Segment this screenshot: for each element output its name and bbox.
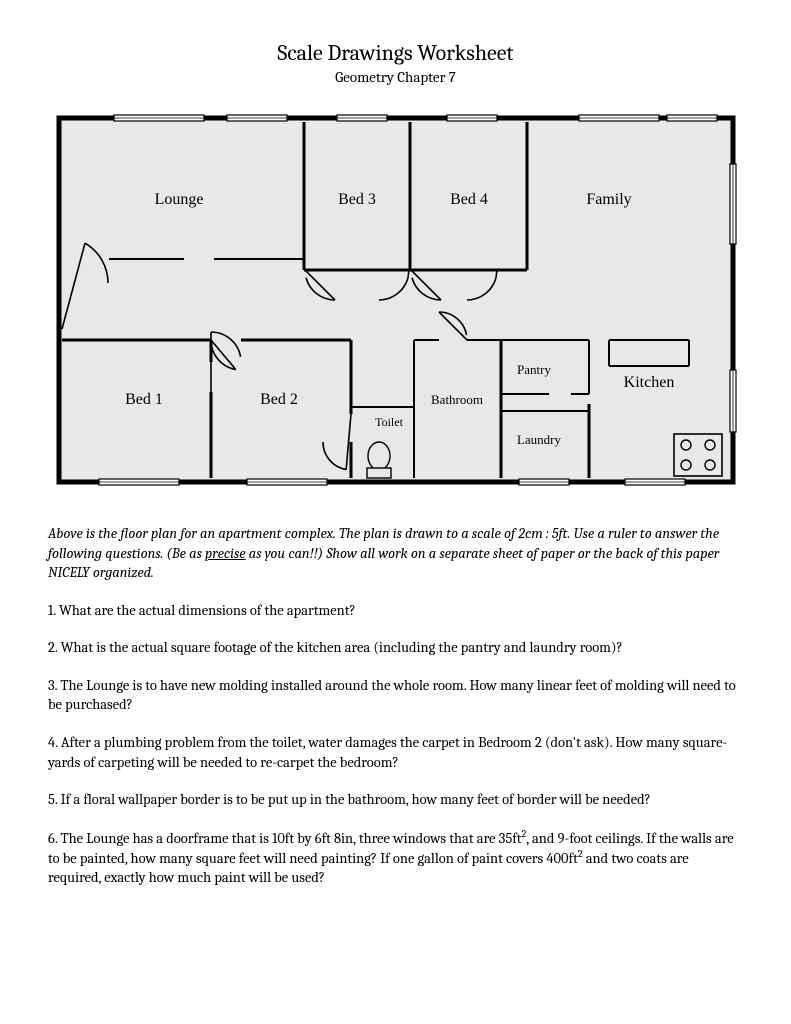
question-1: 1. What are the actual dimensions of the… <box>48 601 743 621</box>
floorplan-svg: Lounge Bed 3 Bed 4 Family Bed 1 Bed 2 Toilet Ba… <box>49 104 743 496</box>
room-label: Bed 4 <box>450 191 488 208</box>
room-label: Bed 3 <box>338 191 376 208</box>
room-label: Bed 1 <box>125 391 163 408</box>
page-subtitle: Geometry Chapter 7 <box>48 68 743 86</box>
question-5: 5. If a floral wallpaper border is to be… <box>48 790 743 810</box>
question-2: 2. What is the actual square footage of … <box>48 638 743 658</box>
question-4: 4. After a plumbing problem from the toi… <box>48 733 743 772</box>
room-label: Family <box>586 191 631 208</box>
floorplan-diagram: Lounge Bed 3 Bed 4 Family Bed 1 Bed 2 Toilet Ba… <box>49 104 743 496</box>
room-label: Pantry <box>517 362 551 377</box>
intro-underlined: precise <box>205 545 246 562</box>
room-label: Kitchen <box>623 374 674 391</box>
intro-paragraph: Above is the floor plan for an apartment… <box>48 524 743 583</box>
room-label: Lounge <box>154 191 203 208</box>
room-label: Toilet <box>375 415 403 429</box>
page-title: Scale Drawings Worksheet <box>48 40 743 66</box>
room-label: Laundry <box>516 432 561 447</box>
questions-list: 1. What are the actual dimensions of the… <box>48 601 743 888</box>
room-label: Bed 2 <box>260 391 298 408</box>
question-6: 6. The Lounge has a doorframe that is 10… <box>48 828 743 888</box>
question-3: 3. The Lounge is to have new molding ins… <box>48 676 743 715</box>
room-label: Bathroom <box>431 392 483 407</box>
